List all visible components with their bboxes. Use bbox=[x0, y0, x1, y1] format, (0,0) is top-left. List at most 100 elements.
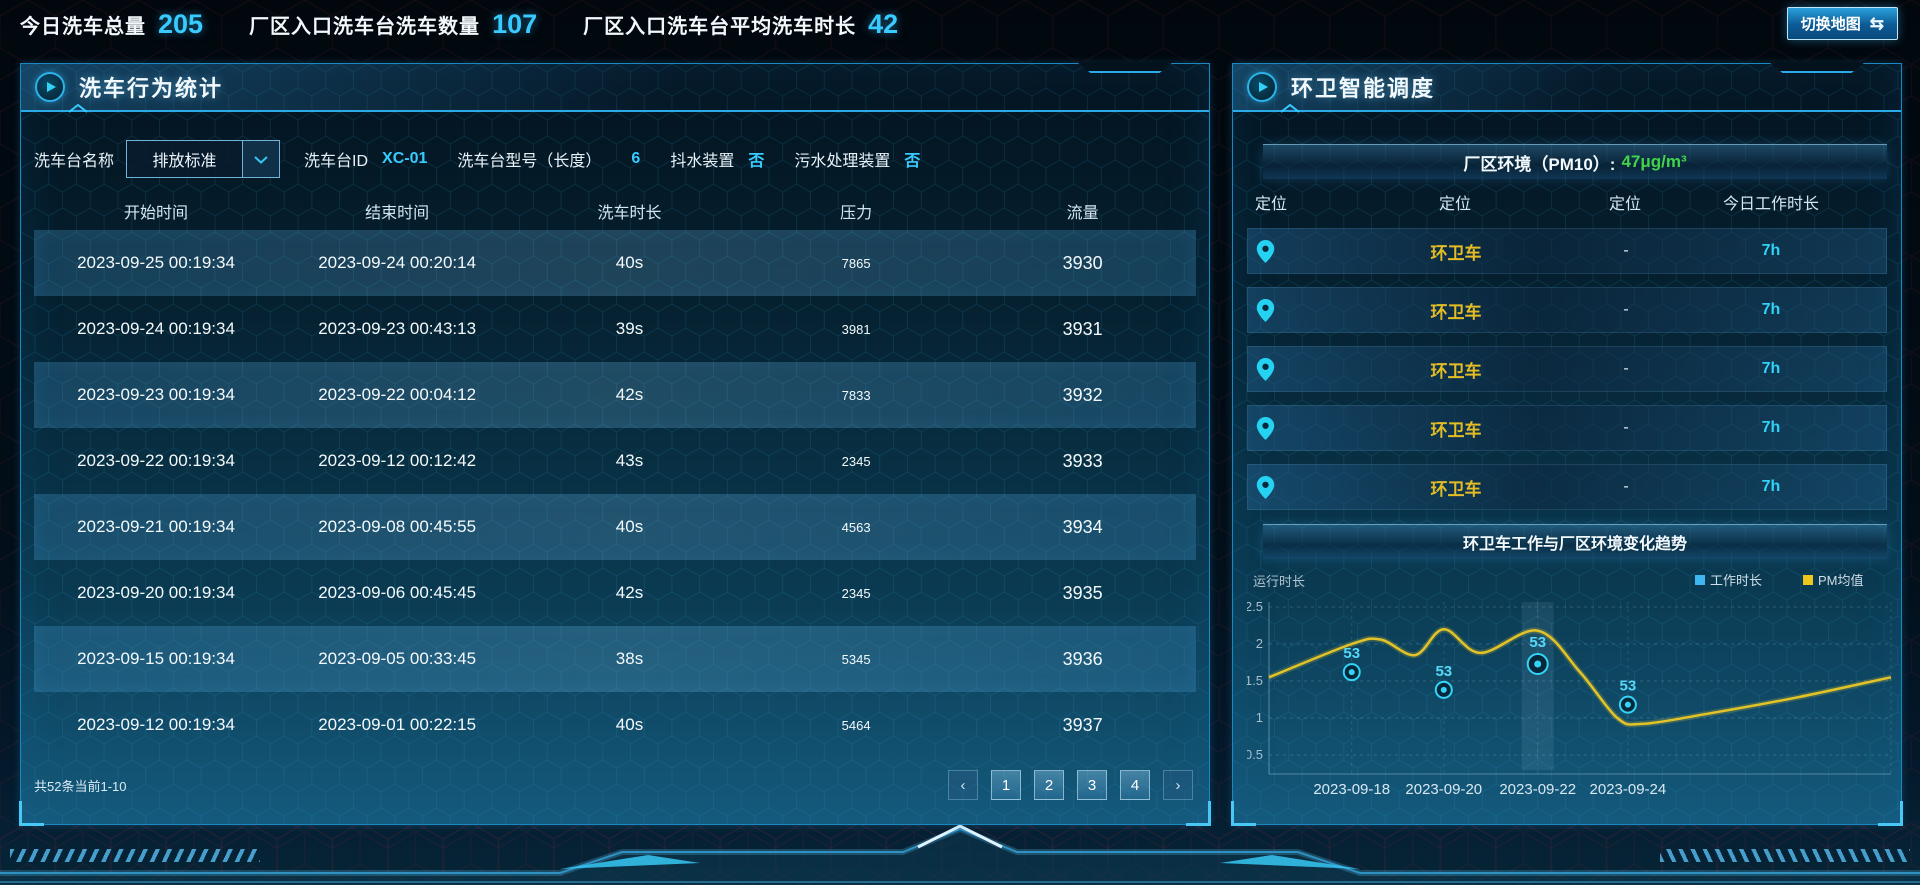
vehicle-row: 环卫车 - 7h bbox=[1247, 287, 1887, 333]
table-row: 2023-09-21 00:19:34 2023-09-08 00:45:55 40… bbox=[34, 494, 1196, 560]
legend-swatch bbox=[1695, 575, 1705, 585]
table-cell: 4563 bbox=[841, 519, 871, 535]
table-cell: 40s bbox=[615, 715, 644, 734]
panel-title: 环卫智能调度 bbox=[1291, 76, 1436, 101]
table-row: 2023-09-23 00:19:34 2023-09-22 00:04:12 42… bbox=[34, 362, 1196, 428]
table-cell: 2023-09-12 00:19:34 bbox=[77, 715, 235, 734]
switch-map-button[interactable]: 切换地图 ⇆ bbox=[1786, 7, 1898, 40]
location-pin-icon[interactable] bbox=[1256, 475, 1275, 500]
legend-swatch bbox=[1803, 575, 1813, 585]
kpi-label: 今日洗车总量 bbox=[20, 15, 146, 38]
table-cell: 3930 bbox=[1062, 252, 1103, 273]
locate-placeholder: - bbox=[1623, 242, 1629, 259]
prev-page-button[interactable]: ‹ bbox=[948, 770, 978, 800]
page-button-4[interactable]: 4 bbox=[1120, 770, 1150, 800]
table-cell: 2023-09-06 00:45:45 bbox=[318, 583, 477, 602]
page-button-1[interactable]: 1 bbox=[991, 770, 1021, 800]
chevron-down-icon[interactable] bbox=[242, 141, 280, 177]
location-pin-icon[interactable] bbox=[1256, 239, 1275, 264]
next-page-button[interactable]: › bbox=[1163, 770, 1193, 800]
location-pin-icon[interactable] bbox=[1256, 357, 1275, 382]
table-cell: 2023-09-08 00:45:55 bbox=[318, 517, 477, 536]
table-cell: 5345 bbox=[841, 651, 871, 667]
page-button-2[interactable]: 2 bbox=[1034, 770, 1064, 800]
locate-column-header: 定位 bbox=[1438, 196, 1471, 213]
table-cell: 2023-09-15 00:19:34 bbox=[77, 649, 235, 668]
column-header: 洗车时长 bbox=[597, 205, 662, 222]
model-label: 洗车台型号（长度） bbox=[457, 153, 602, 170]
table-row: 2023-09-20 00:19:34 2023-09-06 00:45:45 42… bbox=[34, 560, 1196, 626]
table-cell: 40s bbox=[615, 253, 644, 272]
locate-placeholder: - bbox=[1623, 419, 1629, 436]
x-tick-label: 2023-09-18 bbox=[1313, 781, 1390, 798]
panel-header: 环卫智能调度 bbox=[1233, 62, 1901, 113]
legend-label: 工作时长 bbox=[1710, 573, 1762, 588]
table-cell: 39s bbox=[615, 319, 644, 338]
vehicle-row: 环卫车 - 7h bbox=[1247, 405, 1887, 451]
table-cell: 2345 bbox=[841, 453, 871, 469]
shake-device-value: 否 bbox=[748, 153, 765, 170]
trend-section-title: 环卫车工作与厂区环境变化趋势 bbox=[1462, 536, 1687, 553]
y-tick-label: 0.5 bbox=[1247, 747, 1263, 762]
table-cell: 7833 bbox=[841, 387, 871, 403]
kpi-average-duration: 厂区入口洗车台平均洗车时长 42 bbox=[583, 9, 898, 40]
table-cell: 5464 bbox=[841, 717, 871, 733]
sanitation-dispatch-panel: 环卫智能调度 厂区环境（PM10）: 47μg/m³ 定位 定位 定位 今日工作… bbox=[1231, 62, 1903, 826]
work-hours-column-header: 今日工作时长 bbox=[1722, 196, 1819, 213]
panel-title: 洗车行为统计 bbox=[79, 76, 224, 101]
station-name-label: 洗车台名称 bbox=[34, 153, 115, 170]
location-pin-icon[interactable] bbox=[1256, 416, 1275, 441]
pm10-label: 厂区环境（PM10）: bbox=[1463, 154, 1616, 174]
trend-chart: 运行时长 工作时长 PM均值 2.5 2 1.5 1 0.5 53 53 53 53 2023-09-1… bbox=[1247, 573, 1892, 798]
vehicle-row: 环卫车 - 7h bbox=[1247, 346, 1887, 392]
vehicle-name: 环卫车 bbox=[1430, 361, 1482, 381]
table-cell: 3933 bbox=[1062, 450, 1103, 471]
selected-option: 排放标准 bbox=[152, 153, 217, 170]
sewage-device-label: 污水处理装置 bbox=[794, 153, 891, 170]
x-tick-label: 2023-09-24 bbox=[1590, 781, 1667, 798]
table-cell: 3935 bbox=[1062, 582, 1103, 603]
table-cell: 43s bbox=[615, 451, 644, 470]
kpi-label: 厂区入口洗车台洗车数量 bbox=[249, 15, 481, 38]
station-id-value: XC-01 bbox=[382, 150, 428, 167]
vehicle-name: 环卫车 bbox=[1430, 420, 1482, 440]
work-hours-value: 7h bbox=[1761, 360, 1781, 377]
kpi-total-washes: 今日洗车总量 205 bbox=[20, 9, 203, 40]
table-cell: 3981 bbox=[841, 321, 871, 337]
work-duration-label: 53 bbox=[1620, 678, 1637, 695]
wash-table-body: 2023-09-25 00:19:34 2023-09-24 00:20:14 40… bbox=[34, 230, 1196, 758]
table-cell: 2023-09-22 00:04:12 bbox=[318, 385, 477, 404]
kpi-entrance-washes: 厂区入口洗车台洗车数量 107 bbox=[249, 9, 537, 40]
table-cell: 40s bbox=[615, 517, 644, 536]
station-name-select[interactable]: 排放标准 bbox=[126, 140, 281, 178]
location-pin-icon[interactable] bbox=[1256, 298, 1275, 323]
panel-header: 洗车行为统计 bbox=[21, 62, 1209, 113]
table-cell: 3931 bbox=[1062, 318, 1103, 339]
vehicle-name: 环卫车 bbox=[1430, 243, 1482, 263]
sewage-device-value: 否 bbox=[904, 153, 921, 170]
work-duration-label: 53 bbox=[1529, 634, 1546, 651]
station-id-label: 洗车台ID bbox=[304, 153, 369, 170]
work-hours-value: 7h bbox=[1761, 478, 1781, 495]
table-cell: 2023-09-23 00:43:13 bbox=[318, 319, 477, 338]
column-header: 流量 bbox=[1066, 205, 1099, 222]
column-header: 结束时间 bbox=[365, 205, 430, 222]
table-row: 2023-09-12 00:19:34 2023-09-01 00:22:15 40… bbox=[34, 692, 1196, 758]
column-header: 压力 bbox=[840, 205, 873, 222]
table-cell: 2023-09-23 00:19:34 bbox=[77, 385, 235, 404]
bottom-frame-decoration bbox=[0, 823, 1920, 885]
work-hours-value: 7h bbox=[1761, 419, 1781, 436]
table-cell: 3934 bbox=[1062, 516, 1103, 537]
table-row: 2023-09-22 00:19:34 2023-09-12 00:12:42 43… bbox=[34, 428, 1196, 494]
table-cell: 2023-09-24 00:20:14 bbox=[318, 253, 477, 272]
vehicle-table-header: 定位 定位 定位 今日工作时长 bbox=[1247, 190, 1887, 214]
y-tick-label: 2.5 bbox=[1247, 599, 1263, 614]
table-row: 2023-09-15 00:19:34 2023-09-05 00:33:45 38… bbox=[34, 626, 1196, 692]
locate-cell bbox=[1248, 239, 1316, 264]
page-button-3[interactable]: 3 bbox=[1077, 770, 1107, 800]
wash-records-table: 开始时间 结束时间 洗车时长 压力 流量 2023-09-25 00:19:34 2023… bbox=[34, 192, 1196, 758]
locate-column-header: 定位 bbox=[1255, 196, 1288, 213]
kpi-label: 厂区入口洗车台平均洗车时长 bbox=[583, 15, 857, 38]
table-cell: 2023-09-20 00:19:34 bbox=[77, 583, 235, 602]
table-cell: 2023-09-25 00:19:34 bbox=[77, 253, 235, 272]
